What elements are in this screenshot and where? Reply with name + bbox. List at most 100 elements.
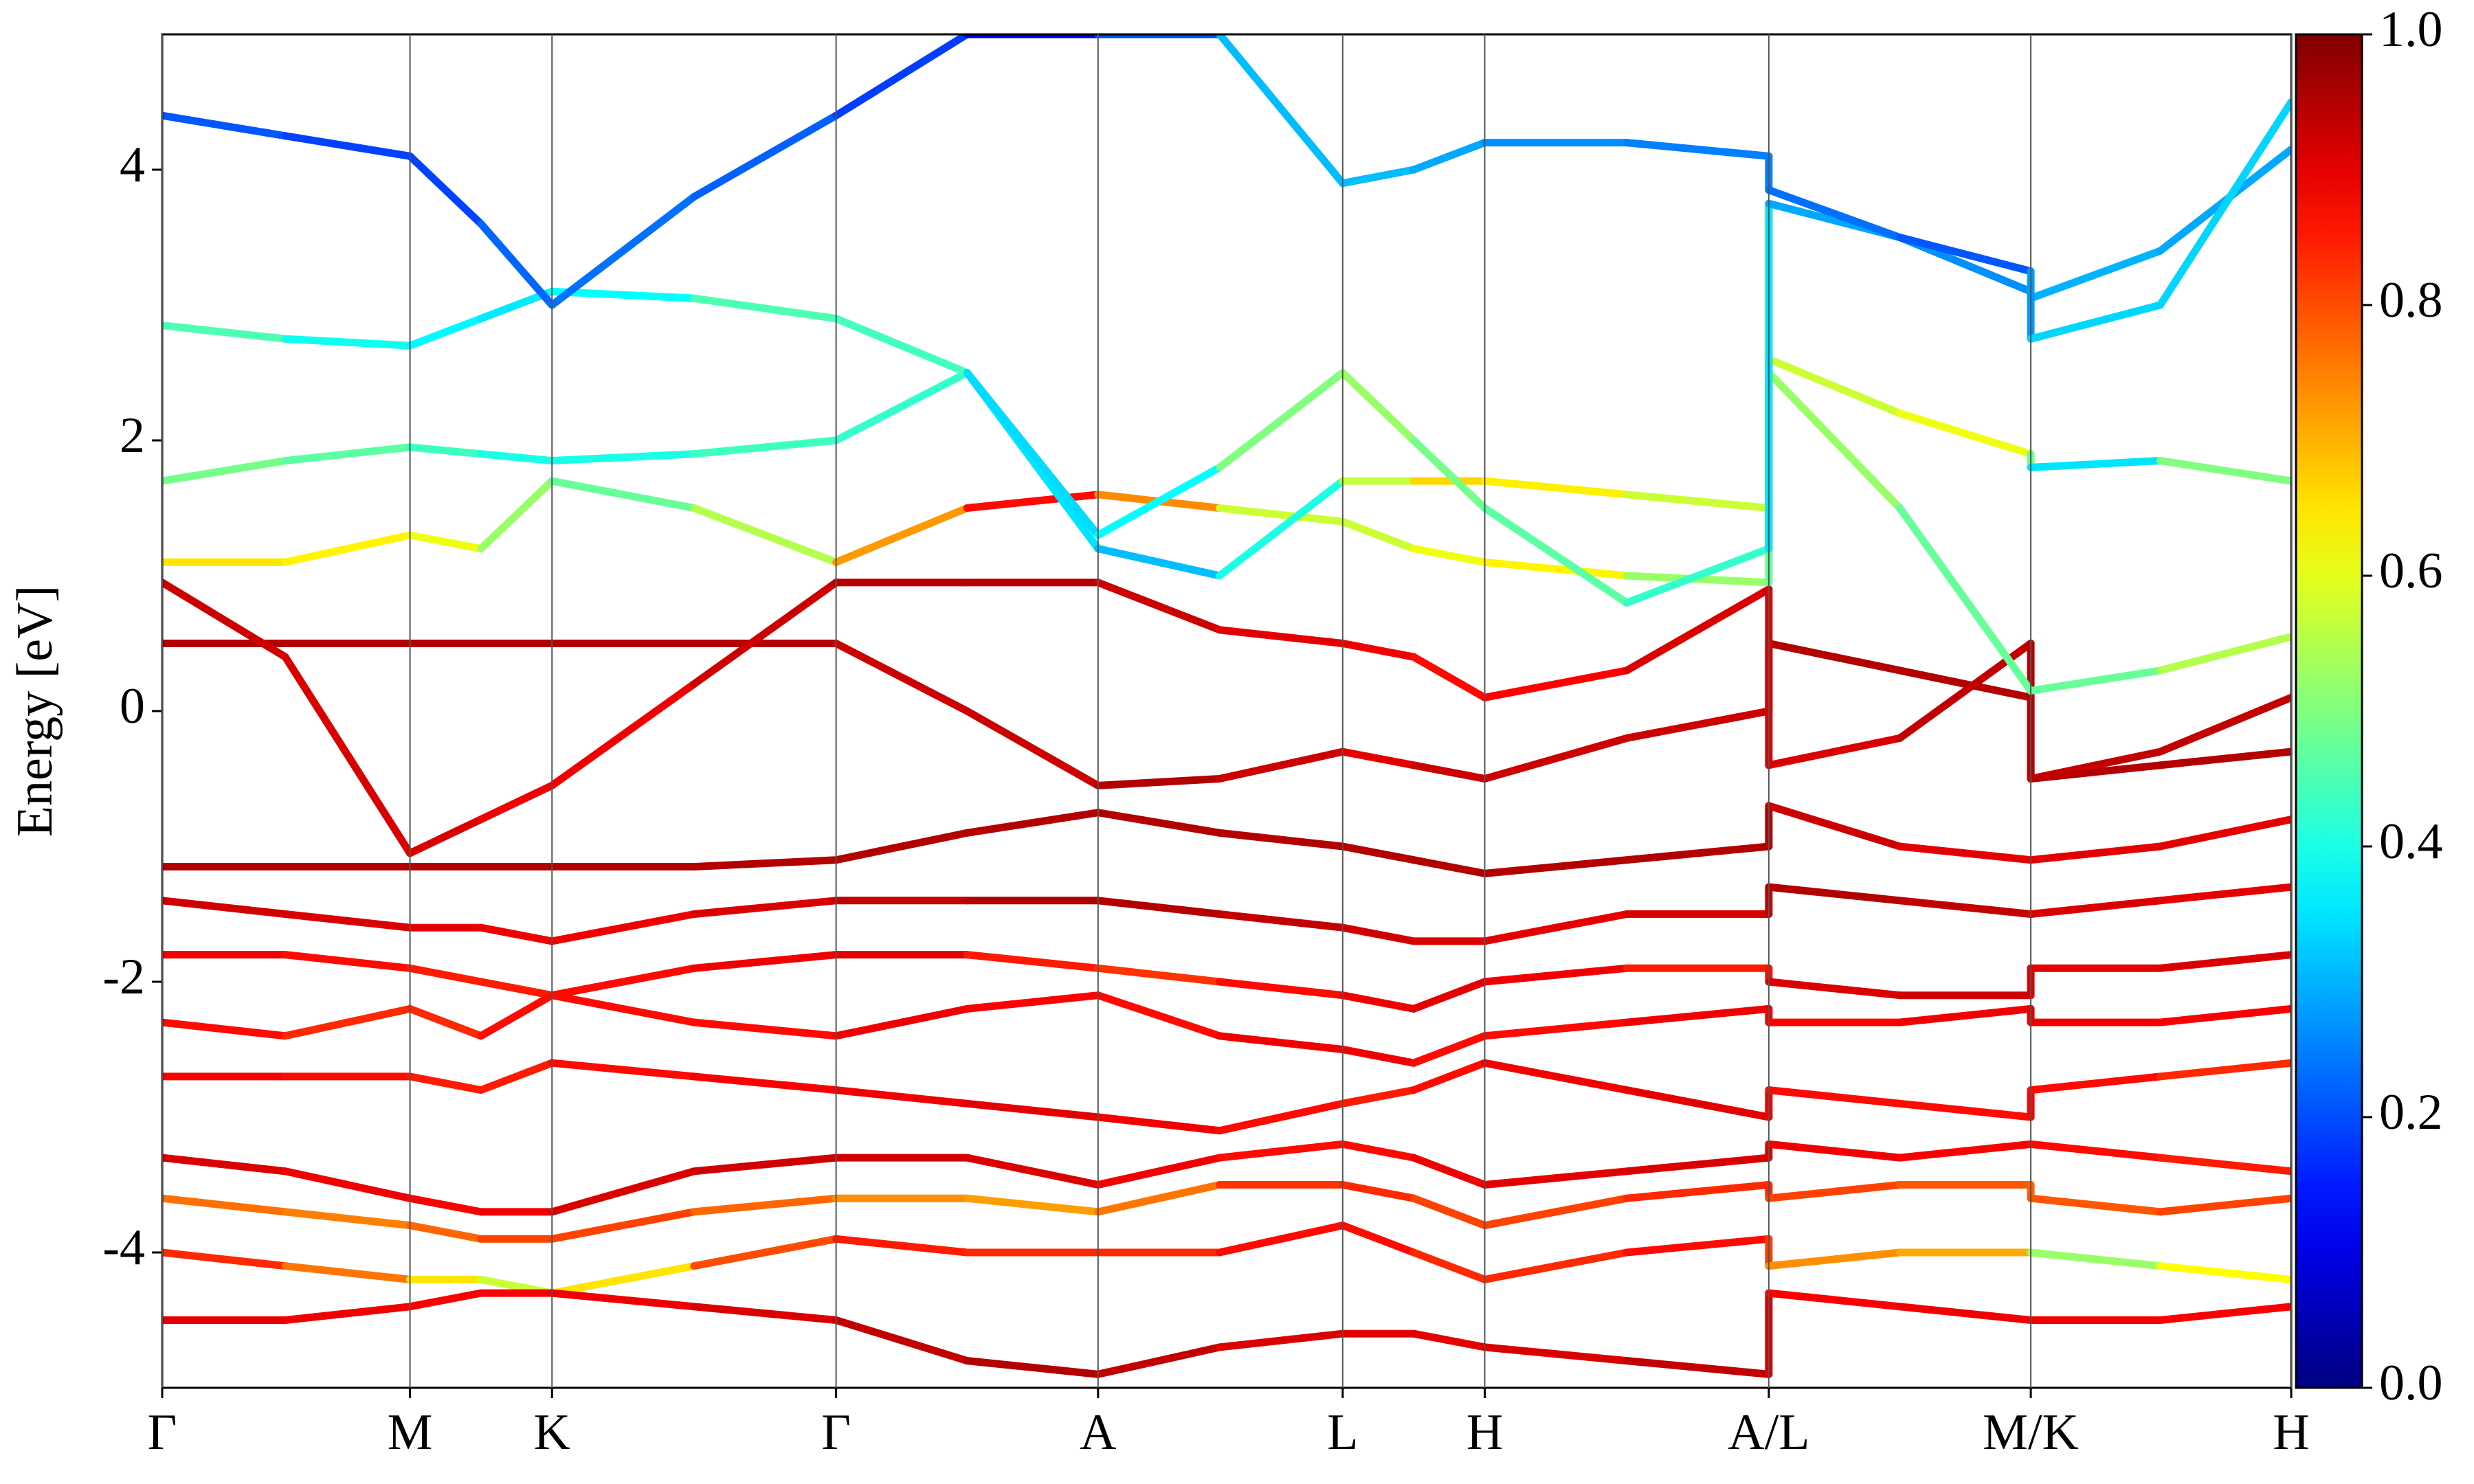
band-segment [281, 910, 414, 932]
band-segment [2027, 457, 2164, 471]
plot-area [162, 34, 2291, 1378]
band-segment [1216, 1140, 1347, 1162]
band-segment [1409, 1248, 1489, 1283]
band-segment [1480, 856, 1631, 877]
band-segment [690, 856, 840, 871]
band-segment [162, 111, 289, 140]
band-segment [1480, 910, 1631, 945]
band-segment [1765, 1140, 1904, 1162]
band-segment [281, 1208, 414, 1230]
band-segment [2156, 1194, 2291, 1216]
band-segment [963, 369, 1102, 539]
band-segment [832, 369, 971, 445]
band-segment [1765, 802, 1904, 851]
colorbar [2295, 33, 2363, 1389]
band-segment [1409, 545, 1489, 566]
band-segment [1094, 1113, 1224, 1135]
band-segment [1765, 355, 1904, 418]
band-segment [1895, 504, 2035, 695]
colorbar-tick-label: 0.6 [2379, 543, 2443, 599]
band-segment [1339, 166, 1418, 188]
band-segment [690, 1235, 840, 1270]
band-segment [406, 1072, 485, 1094]
band-segment [281, 951, 414, 972]
band-segment [1895, 234, 2035, 276]
band-segment [1094, 809, 1224, 837]
band-segment [548, 477, 698, 512]
band-segment [477, 450, 556, 465]
band-segment [548, 192, 698, 309]
band-segment [2027, 897, 2164, 918]
band-segment [1895, 1099, 2035, 1121]
band-segment [1765, 1248, 1904, 1270]
x-tick-label: A [1080, 1404, 1116, 1461]
band-segment [1623, 139, 1773, 160]
band-segment [2156, 633, 2291, 675]
band-segment [1480, 1194, 1631, 1230]
band-segment [1216, 1222, 1347, 1257]
band-segment [406, 1289, 485, 1311]
band-segment [162, 1248, 289, 1270]
band-segment [1339, 1222, 1418, 1257]
band-segment [162, 322, 289, 343]
band-segment [2027, 1194, 2164, 1216]
band-segment [1094, 463, 1224, 539]
band-segment [1409, 1329, 1489, 1351]
x-tick-label: H [1467, 1404, 1503, 1461]
band-segment [1623, 491, 1773, 512]
band-segment [1765, 1289, 1904, 1311]
band-segment [1339, 517, 1418, 553]
band-segment [1765, 883, 1904, 905]
band-segment [281, 1262, 414, 1283]
band-segment [162, 1018, 289, 1040]
band-segment [1480, 1343, 1631, 1365]
band-segment [281, 335, 414, 350]
band-segment [832, 1004, 971, 1040]
band-segment [162, 1194, 289, 1216]
colorbar-tick-label: 0.0 [2379, 1355, 2443, 1411]
band-segment [2156, 883, 2291, 905]
band-segment [1216, 1099, 1347, 1135]
band-segment [281, 653, 414, 857]
band-segment [1216, 910, 1347, 932]
band-segment [548, 680, 698, 789]
band-segment [1623, 1357, 1773, 1378]
band-segment [963, 991, 1102, 1013]
band-segment [2027, 666, 2164, 695]
band-segment [1339, 1140, 1418, 1162]
band-segment [2156, 1059, 2291, 1081]
band-segment [1216, 504, 1347, 526]
band-segment [1765, 640, 1904, 675]
band-segment [406, 816, 485, 857]
band-segment [1094, 578, 1224, 634]
band-segment [1765, 1086, 1904, 1108]
band-segment [281, 132, 414, 160]
band-segment [477, 220, 556, 309]
band-segment [1480, 558, 1631, 580]
band-segment [1409, 978, 1489, 1013]
band-segment [1216, 626, 1347, 647]
band-segment [1409, 436, 1489, 512]
band-segment [1480, 1248, 1631, 1283]
band-segment [1765, 734, 1904, 769]
band-segment [2027, 747, 2164, 783]
band-segment [1480, 1018, 1631, 1040]
band-segment [477, 781, 556, 824]
band-segment [1094, 991, 1224, 1040]
band-segment [1623, 842, 1773, 864]
y-tick-label: 2 [120, 407, 145, 464]
band-segment [963, 809, 1102, 837]
band-segment [690, 436, 840, 458]
band-segment [1623, 585, 1773, 675]
band-segment [2027, 1072, 2164, 1094]
band-segment [1480, 1167, 1631, 1189]
y-tick-label: 0 [120, 678, 145, 734]
band-segment [477, 1059, 556, 1094]
x-tick-label: M/K [1983, 1404, 2079, 1461]
band-segment [1094, 964, 1224, 986]
band-segment [1765, 186, 1904, 241]
y-axis-label: Energy [eV] [7, 585, 63, 837]
band-segment [1409, 761, 1489, 783]
band-segment [963, 951, 1102, 972]
band-segment [1409, 1154, 1489, 1189]
